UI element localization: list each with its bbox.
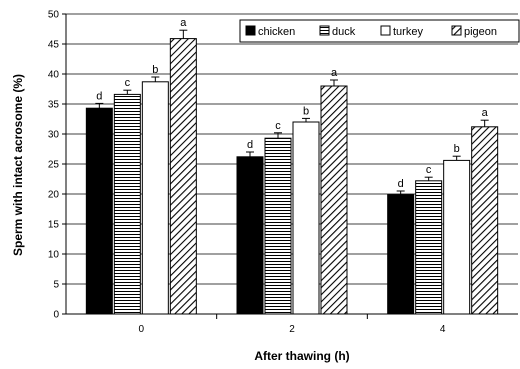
legend-swatch-chicken	[245, 25, 256, 36]
bar-pigeon	[169, 38, 197, 315]
y-tick-label: 45	[48, 40, 60, 51]
y-axis-title: Sperm with intact acrosome (%)	[11, 74, 25, 256]
legend-label-pigeon: pigeon	[464, 26, 497, 38]
y-tick-label: 40	[48, 70, 60, 81]
legend-swatch-pigeon	[451, 25, 462, 36]
y-tick-label: 0	[53, 310, 59, 321]
significance-letter: a	[331, 67, 338, 79]
y-tick-label: 5	[53, 280, 59, 291]
legend-label-chicken: chicken	[258, 26, 295, 38]
y-tick-label: 20	[48, 190, 60, 201]
y-tick-label: 25	[48, 160, 60, 171]
bars: d c b a d c b a d c b a	[85, 17, 499, 315]
bar-chicken	[387, 194, 415, 315]
bar-pigeon	[471, 126, 499, 315]
legend-swatch-turkey	[380, 25, 391, 36]
bar-turkey	[292, 121, 320, 315]
bar-pigeon	[320, 85, 348, 315]
bar-duck	[264, 137, 292, 315]
significance-letter: a	[180, 17, 187, 29]
bar-turkey	[141, 81, 169, 315]
bar-duck	[113, 93, 141, 315]
y-tick-label: 50	[48, 10, 60, 21]
significance-letter: a	[482, 107, 489, 119]
bar-chicken	[85, 107, 113, 315]
significance-letter: c	[275, 120, 281, 132]
legend-swatch-duck	[319, 25, 330, 36]
significance-letter: c	[125, 77, 131, 89]
gridlines	[66, 13, 518, 285]
y-tick-label: 10	[48, 250, 60, 261]
x-tick-label: 0	[139, 324, 145, 335]
legend: chicken duck turkey pigeon	[239, 19, 520, 43]
axes: 0 5 10 15 20 25 30 35 40 45 50 0 2 4	[48, 10, 518, 335]
significance-letter: b	[454, 143, 460, 155]
y-tick-label: 30	[48, 130, 60, 141]
significance-letter: b	[303, 105, 309, 117]
bar-chicken	[236, 156, 264, 315]
y-tick-label: 15	[48, 220, 60, 231]
bar-turkey	[443, 159, 471, 315]
y-tick-label: 35	[48, 100, 60, 111]
x-tick-label: 4	[440, 324, 446, 335]
significance-letter: c	[426, 164, 432, 176]
legend-label-duck: duck	[332, 26, 356, 38]
bar-duck	[415, 180, 443, 315]
significance-letter: d	[247, 139, 253, 151]
significance-letter: d	[398, 178, 404, 190]
x-tick-label: 2	[289, 324, 295, 335]
legend-label-turkey: turkey	[393, 26, 423, 38]
significance-letter: d	[96, 90, 102, 102]
legend-box	[239, 19, 520, 43]
significance-letter: b	[152, 64, 158, 76]
x-axis-title: After thawing (h)	[254, 349, 349, 363]
